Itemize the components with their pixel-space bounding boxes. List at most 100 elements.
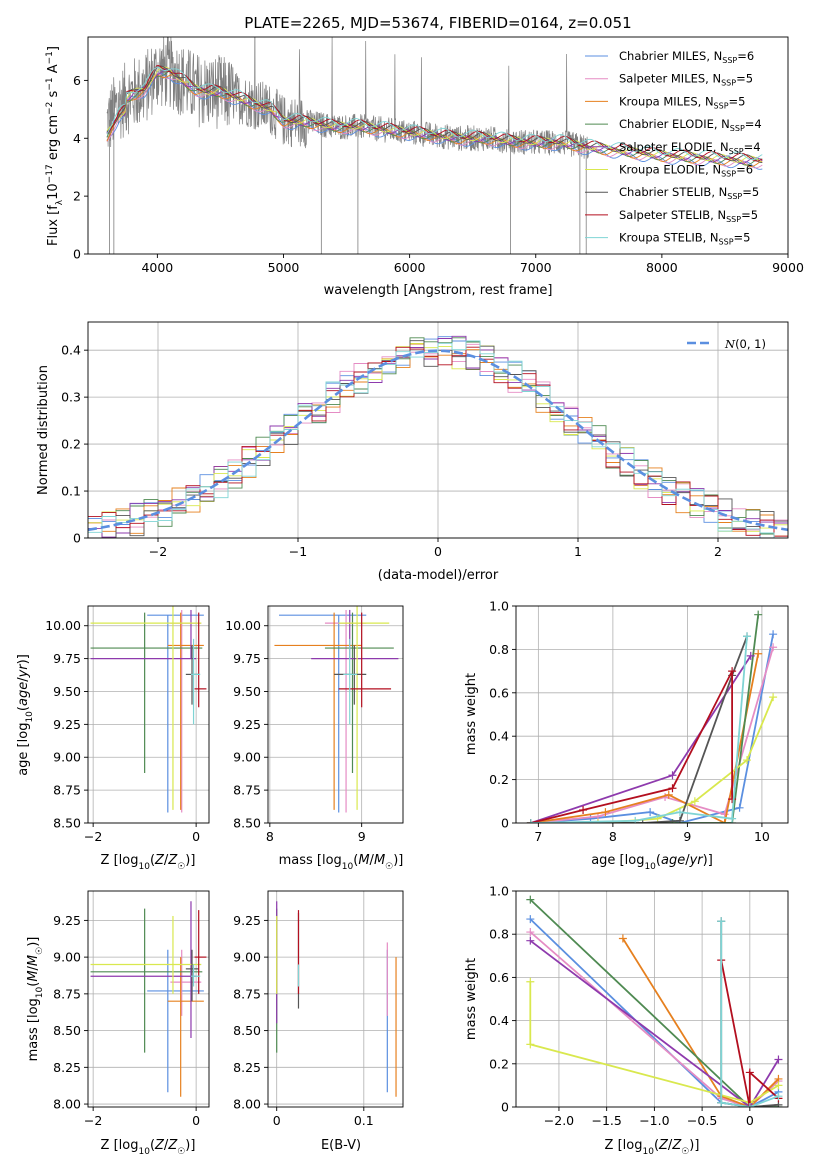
x-tick-label: −1.0 [639, 1113, 669, 1128]
label-part: Z [658, 1138, 669, 1153]
label-part: ☉ [385, 862, 393, 872]
histogram-series-9 [88, 340, 788, 538]
label-part: M [26, 955, 41, 966]
legend-label-text: Kroupa STELIB, N [619, 231, 719, 245]
series-marker-9 [745, 1103, 754, 1107]
label-part: / [164, 853, 169, 868]
label-part: M [374, 853, 385, 868]
y-tick-label: 1.0 [489, 599, 509, 614]
series-marker-9 [675, 808, 684, 817]
axes-frame [267, 605, 404, 824]
legend-label-5: Salpeter ELODIE, NSSP=4 [619, 140, 761, 156]
series-marker-2 [769, 643, 778, 652]
plot-area-weight_vs_age [526, 610, 778, 823]
y-tick-label: 0.6 [489, 970, 509, 985]
series-marker-9 [717, 917, 726, 926]
series-marker-8 [579, 805, 588, 814]
y-tick-label: 8.75 [53, 783, 81, 798]
legend-normal-N: N [724, 337, 736, 351]
y-tick-label: 8.00 [53, 1097, 81, 1112]
label-part: age [log [591, 853, 644, 868]
y-tick-label: 8.75 [233, 783, 261, 798]
label-part: )] [16, 654, 31, 664]
legend-label-text: Chabrier MILES, N [619, 49, 722, 63]
legend-sub: SSP [722, 56, 737, 65]
label-part: age [log [16, 723, 31, 776]
series-line-4 [529, 898, 779, 1107]
y-tick-label: 9.00 [233, 750, 261, 765]
series-marker-6 [743, 756, 752, 765]
label-part: 10 [25, 711, 35, 723]
label-part: yr [689, 853, 705, 868]
series-line-8 [530, 670, 733, 823]
label-part: ☉ [681, 1147, 689, 1157]
label-part: / [370, 853, 375, 868]
x-tick-label: −2 [84, 1113, 102, 1128]
legend-value: =4 [745, 117, 762, 131]
y-label-part: 10 [46, 183, 61, 200]
axes-frame [87, 605, 210, 824]
legend-sub: SSP [729, 147, 744, 156]
y-label-part: −1 [45, 51, 55, 64]
x-axis-label: Z [log10(Z/Z☉)] [101, 1138, 196, 1157]
label-part: 10 [644, 862, 656, 872]
label-part: )] [703, 853, 713, 868]
axes-frame [87, 36, 789, 255]
x-tick-label: 0 [434, 544, 442, 559]
histogram-series-8 [88, 346, 788, 537]
legend-value: =6 [736, 163, 753, 177]
panel-spectrum: 4000 5000 6000 7000 8000 9000 0 2 4 6 Chabrier MIL… [45, 36, 804, 298]
y-tick-label: 8.75 [233, 986, 261, 1001]
y-tick-label: 2 [73, 189, 81, 204]
series-line-6 [529, 981, 779, 1104]
label-part: ( [150, 1138, 155, 1153]
series-line-9 [530, 636, 748, 823]
legend-label-text: Salpeter MILES, N [619, 72, 721, 86]
y-tick-label: 8.50 [53, 816, 81, 831]
y-tick-label: 8.25 [53, 1060, 81, 1075]
series-marker-9 [774, 1092, 783, 1101]
label-part: )] [393, 853, 403, 868]
plot-area-residuals [88, 335, 788, 538]
x-tick-label: 9000 [772, 260, 804, 275]
y-label-part: −17 [45, 164, 55, 183]
y-label-part: λ [55, 199, 65, 205]
series-marker-8 [745, 1068, 754, 1077]
y-tick-label: 0 [73, 247, 81, 262]
axes-frame [87, 890, 210, 1108]
x-tick-label: 0 [746, 1113, 754, 1128]
y-axis-label: mass weight [464, 958, 479, 1040]
series-line-9 [720, 921, 779, 1107]
label-part: Z [167, 853, 178, 868]
x-tick-label: 8000 [646, 260, 678, 275]
x-tick-label: 10 [754, 829, 770, 844]
axes-frame [515, 890, 789, 1108]
legend-sub: SSP [721, 79, 736, 88]
label-part: ( [150, 853, 155, 868]
y-tick-label: 9.50 [233, 684, 261, 699]
legend-label-2: Salpeter MILES, NSSP=5 [619, 72, 753, 88]
series-marker-6 [526, 977, 535, 986]
x-axis-label: E(B-V) [321, 1138, 361, 1153]
series-marker-6 [690, 797, 699, 806]
y-tick-label: 0.8 [489, 927, 509, 942]
y-tick-label: 8.25 [233, 1060, 261, 1075]
label-part: age [16, 682, 31, 706]
figure-title: PLATE=2265, MJD=53674, FIBERID=0164, z=0… [244, 14, 631, 32]
y-tick-label: 4 [73, 131, 81, 146]
y-tick-label: 9.75 [233, 651, 261, 666]
series-marker-2 [526, 928, 535, 937]
label-part: Z [154, 853, 165, 868]
series-marker-3 [664, 790, 673, 799]
series-marker-8 [668, 784, 677, 793]
legend-value: =4 [744, 140, 761, 154]
panel-residuals: −2 −1 0 1 2 0 0.1 0.2 0.3 0.4 N(0, 1) (data-model)/… [36, 321, 789, 583]
y-tick-label: 6 [73, 73, 81, 88]
y-tick-label: 8.50 [233, 1023, 261, 1038]
series-marker-8 [728, 795, 737, 804]
normal-curve [88, 349, 788, 532]
series-marker-7 [638, 819, 647, 823]
series-marker-9 [728, 814, 737, 823]
x-axis-label: wavelength [Angstrom, rest frame] [324, 283, 553, 298]
